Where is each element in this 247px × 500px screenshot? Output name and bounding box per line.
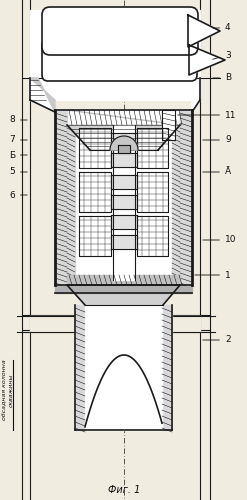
- Text: 10: 10: [203, 236, 236, 244]
- Text: 11: 11: [178, 110, 236, 120]
- Text: 6: 6: [9, 190, 27, 200]
- Text: 9: 9: [203, 136, 231, 144]
- Polygon shape: [111, 235, 137, 249]
- Text: 2: 2: [203, 336, 231, 344]
- Text: 5: 5: [9, 168, 27, 176]
- Polygon shape: [30, 78, 55, 112]
- Polygon shape: [79, 128, 111, 168]
- Polygon shape: [137, 172, 168, 212]
- Polygon shape: [188, 15, 220, 47]
- Text: 1: 1: [195, 270, 231, 280]
- Polygon shape: [111, 175, 137, 189]
- Text: 7: 7: [9, 136, 27, 144]
- Polygon shape: [55, 110, 67, 285]
- Polygon shape: [55, 110, 192, 285]
- Polygon shape: [30, 78, 55, 112]
- Polygon shape: [192, 78, 200, 112]
- Polygon shape: [110, 136, 138, 150]
- Polygon shape: [162, 110, 175, 140]
- Polygon shape: [67, 110, 180, 125]
- Polygon shape: [67, 275, 180, 285]
- Polygon shape: [30, 10, 200, 100]
- Polygon shape: [85, 305, 162, 430]
- Text: Фиг. 1: Фиг. 1: [108, 485, 140, 495]
- Polygon shape: [55, 285, 192, 293]
- Polygon shape: [67, 125, 75, 280]
- Text: 4: 4: [213, 24, 231, 32]
- Polygon shape: [79, 216, 111, 256]
- Text: В: В: [213, 74, 231, 82]
- Polygon shape: [30, 316, 200, 332]
- Text: 3: 3: [213, 50, 231, 59]
- Polygon shape: [111, 195, 137, 209]
- FancyBboxPatch shape: [42, 7, 198, 55]
- Text: 8: 8: [9, 116, 27, 124]
- Polygon shape: [79, 172, 111, 212]
- Polygon shape: [111, 215, 137, 229]
- Polygon shape: [137, 128, 168, 168]
- Polygon shape: [113, 125, 135, 280]
- Polygon shape: [67, 285, 180, 305]
- Polygon shape: [180, 110, 192, 285]
- Polygon shape: [172, 125, 180, 280]
- Text: обсадная колонна
скважины: обсадная колонна скважины: [3, 360, 13, 420]
- Polygon shape: [137, 216, 168, 256]
- Text: Б: Б: [9, 150, 27, 160]
- Polygon shape: [118, 145, 130, 153]
- Polygon shape: [162, 305, 172, 430]
- FancyBboxPatch shape: [42, 39, 197, 81]
- Polygon shape: [111, 153, 137, 167]
- Polygon shape: [67, 125, 180, 150]
- Text: Ā: Ā: [203, 168, 231, 176]
- Polygon shape: [111, 133, 137, 147]
- Polygon shape: [75, 305, 85, 430]
- Polygon shape: [189, 45, 225, 75]
